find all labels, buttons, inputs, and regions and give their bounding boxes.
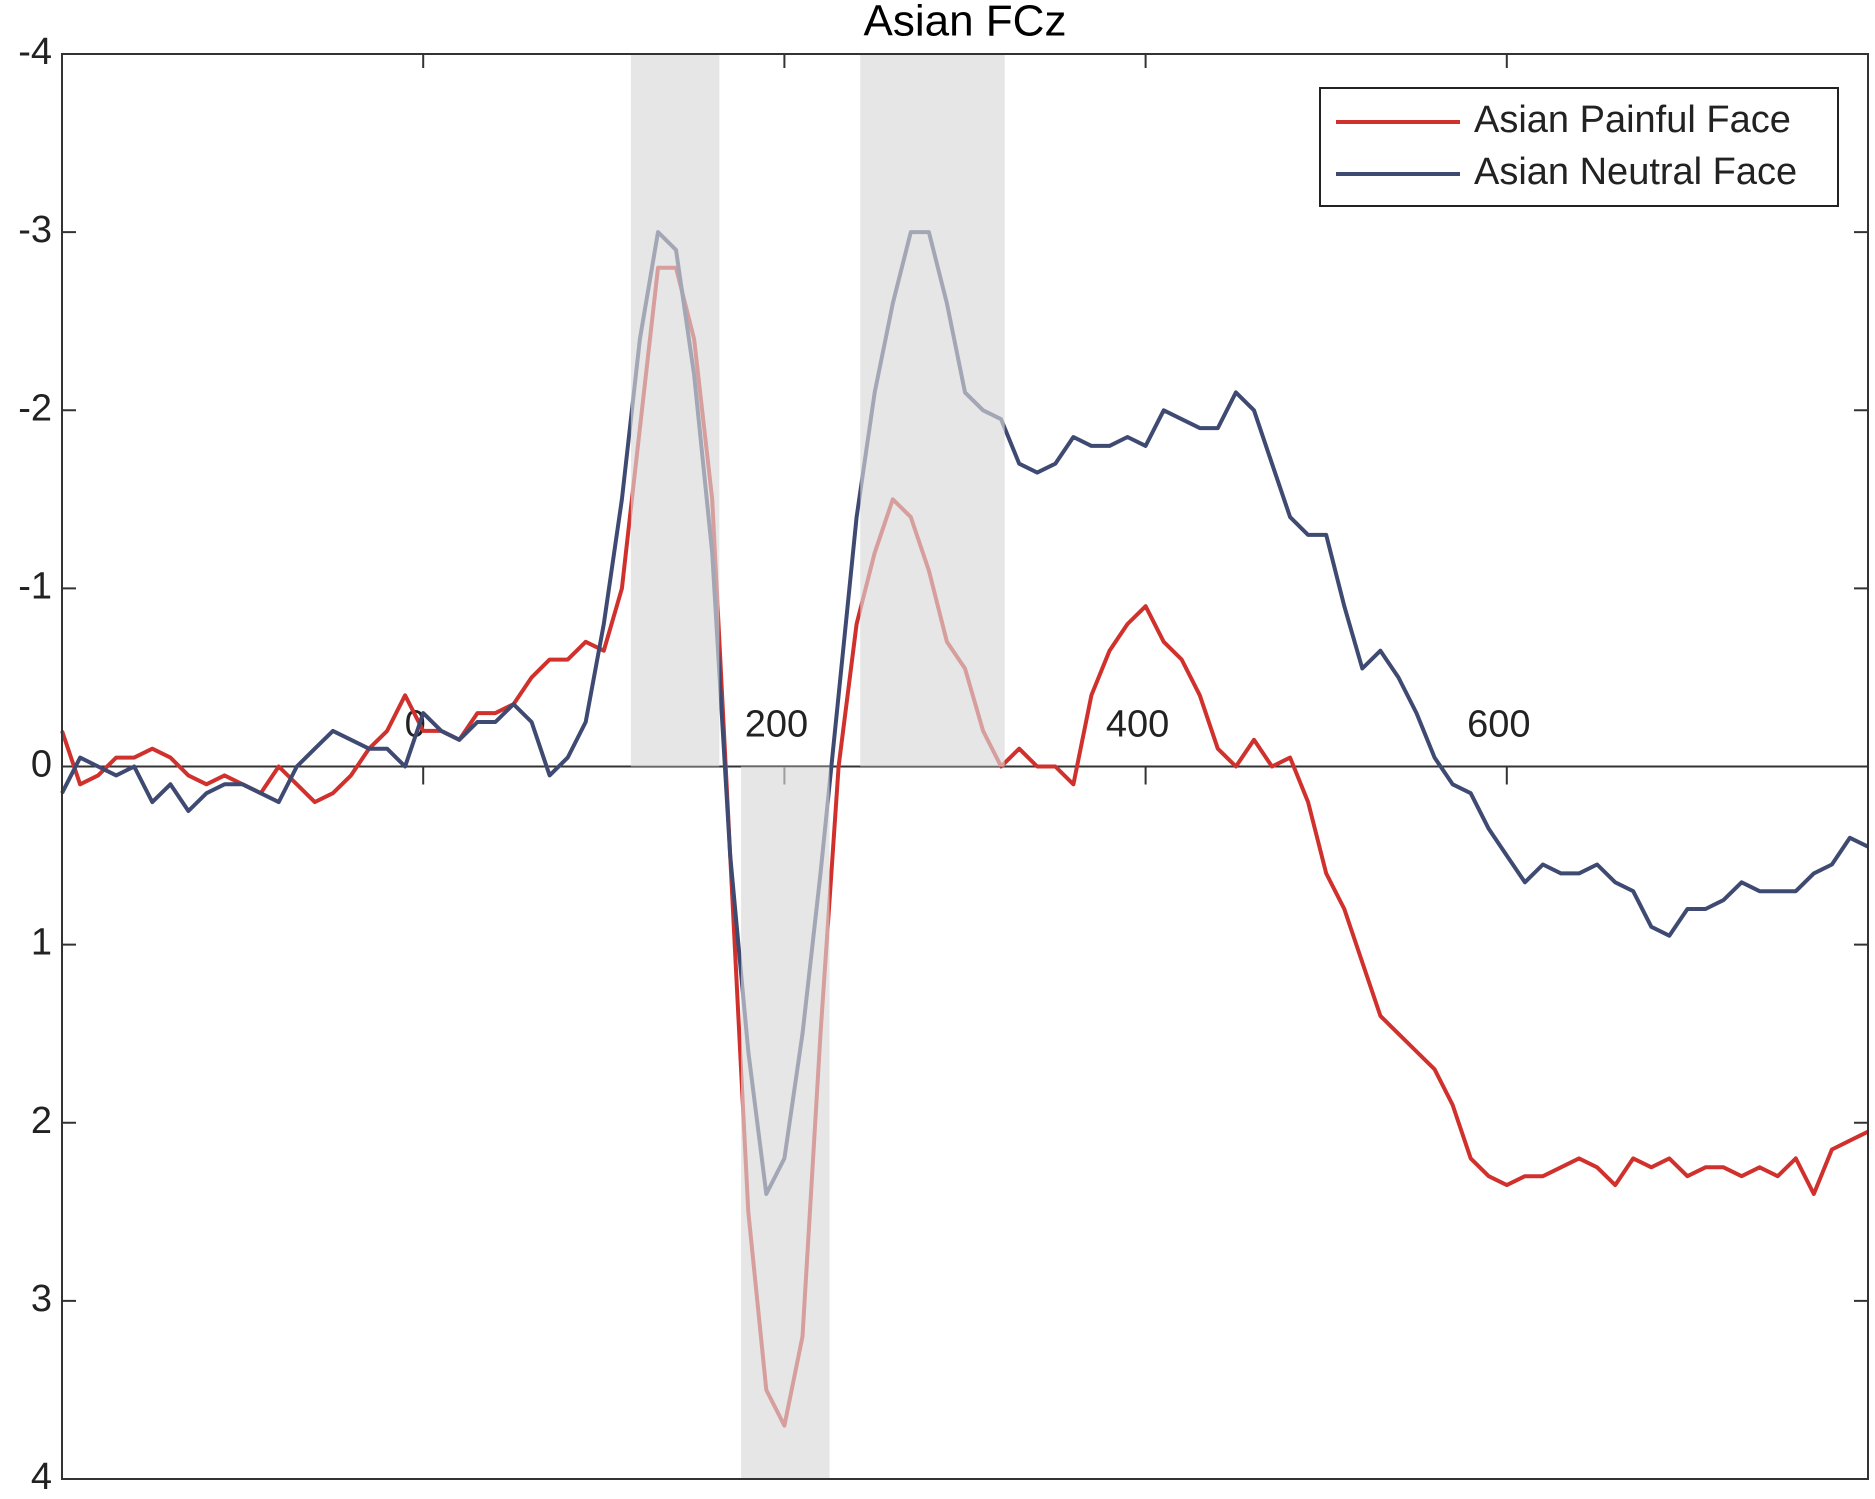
- shaded-window: [630, 54, 720, 767]
- y-tick-label: 3: [31, 1278, 52, 1320]
- y-tick-label: -2: [18, 387, 52, 429]
- y-tick-label: -1: [18, 565, 52, 607]
- shaded-window: [860, 54, 1005, 767]
- y-tick-label: 1: [31, 922, 52, 964]
- y-tick-label: 0: [31, 744, 52, 786]
- chart-title: Asian FCz: [864, 0, 1067, 46]
- shaded-window: [741, 766, 830, 1479]
- y-tick-label: -3: [18, 209, 52, 251]
- x-tick-label: 200: [745, 704, 808, 746]
- plot-frame: [61, 53, 1869, 1480]
- legend-box: [1319, 87, 1839, 207]
- x-tick-label: 600: [1467, 704, 1530, 746]
- legend-label: Asian Neutral Face: [1474, 151, 1797, 193]
- x-tick-label: 400: [1106, 704, 1169, 746]
- x-tick-label: 0: [405, 704, 426, 746]
- y-tick-label: -4: [18, 31, 52, 73]
- legend-label: Asian Painful Face: [1474, 99, 1791, 141]
- y-tick-label: 2: [31, 1100, 52, 1142]
- y-tick-label: 4: [31, 1456, 52, 1498]
